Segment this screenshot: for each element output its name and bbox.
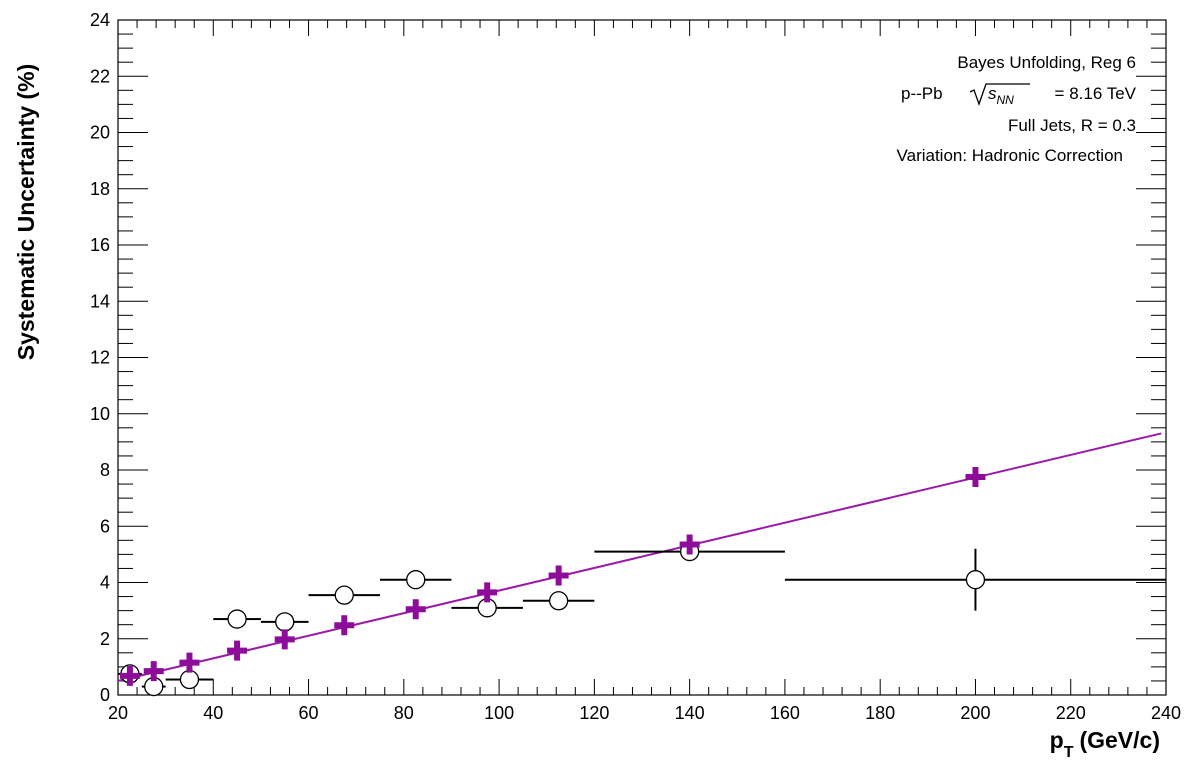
y-tick-label: 4 [100, 573, 110, 593]
x-tick-label: 160 [770, 703, 800, 723]
open-circle-series [118, 541, 1166, 697]
annotation-sqrt-s: sNN [988, 84, 1014, 107]
open-circle-point [260, 612, 309, 632]
axis-ticks [117, 19, 1167, 696]
sqrt-symbol [969, 83, 1030, 106]
y-tick-label: 24 [90, 10, 110, 30]
x-tick-label: 80 [394, 703, 414, 723]
cross-marker-series [119, 467, 986, 686]
y-tick-label: 8 [100, 460, 110, 480]
annotation-line-2-prefix: p--Pb [901, 84, 943, 103]
y-axis-title: Systematic Uncertainty (%) [13, 64, 39, 361]
annotation-line-3: Full Jets, R = 0.3 [1008, 116, 1136, 135]
y-tick-label: 16 [90, 235, 110, 255]
open-circle-marker [406, 570, 426, 590]
open-circle-marker [965, 570, 986, 590]
y-tick-label: 6 [100, 516, 110, 536]
cross-marker [334, 615, 355, 636]
x-tick-label: 120 [579, 703, 609, 723]
x-axis-title-sub: T [1064, 744, 1074, 761]
y-tick-label: 10 [90, 404, 110, 424]
y-tick-label: 2 [100, 629, 110, 649]
x-tick-label: 240 [1151, 703, 1181, 723]
x-tick-label: 100 [484, 703, 514, 723]
cross-point [119, 665, 140, 686]
cross-marker [679, 534, 700, 555]
open-circle-marker [548, 591, 569, 611]
x-tick-label: 20 [108, 703, 128, 723]
cross-marker [119, 665, 140, 686]
x-tick-label: 140 [675, 703, 705, 723]
linear-fit-line [117, 432, 1162, 682]
cross-point [679, 534, 700, 555]
cross-marker [548, 565, 569, 586]
cross-point [405, 599, 426, 620]
x-tick-label: 200 [960, 703, 990, 723]
y-tick-label: 22 [90, 66, 110, 86]
cross-point [477, 582, 498, 603]
cross-point [548, 565, 569, 586]
annotation-s-subscript: NN [997, 93, 1015, 107]
x-tick-label: 40 [203, 703, 223, 723]
open-circle-marker [179, 669, 200, 690]
annotation-line-2-suffix: = 8.16 TeV [1055, 84, 1137, 103]
cross-point [227, 640, 248, 661]
open-circle-marker [275, 612, 295, 632]
annotation-block: Bayes Unfolding, Reg 6 p--Pb sNN = 8.16 … [897, 53, 1137, 165]
y-tick-label: 12 [90, 348, 110, 368]
annotation-line-1: Bayes Unfolding, Reg 6 [957, 53, 1136, 72]
cross-marker [274, 629, 295, 650]
y-tick-label: 20 [90, 123, 110, 143]
x-tick-label: 220 [1056, 703, 1086, 723]
cross-point [965, 467, 986, 488]
open-circle-marker [334, 585, 354, 605]
x-tick-labels: 20 40 60 80 100 120 140 160 180 200 220 240 [108, 703, 1181, 723]
x-tick-label: 60 [299, 703, 319, 723]
cross-marker [227, 640, 248, 661]
y-tick-label: 18 [90, 179, 110, 199]
cross-marker [143, 661, 164, 682]
fit-line-group [117, 432, 1162, 682]
open-circle-point [308, 585, 380, 605]
cross-point [179, 652, 200, 673]
x-tick-label: 180 [865, 703, 895, 723]
x-axis-title-unit: (GeV/c) [1079, 727, 1160, 753]
y-tick-label: 0 [100, 685, 110, 705]
cross-point [274, 629, 295, 650]
open-circle-point [165, 669, 214, 690]
cross-marker [477, 582, 498, 603]
open-circle-point [784, 548, 1166, 611]
open-circle-point [380, 570, 452, 590]
x-axis-title: pT (GeV/c) [1050, 727, 1160, 761]
cross-marker [405, 599, 426, 620]
cross-marker [179, 652, 200, 673]
annotation-s-letter: s [988, 84, 997, 103]
open-circle-marker [227, 609, 247, 629]
cross-marker [965, 467, 986, 488]
x-axis-title-p: p [1050, 727, 1064, 753]
cross-point [334, 615, 355, 636]
open-circle-point [522, 591, 595, 611]
open-circle-point [213, 609, 261, 629]
y-tick-label: 14 [90, 291, 110, 311]
cross-point [143, 661, 164, 682]
annotation-line-4: Variation: Hadronic Correction [897, 146, 1123, 165]
